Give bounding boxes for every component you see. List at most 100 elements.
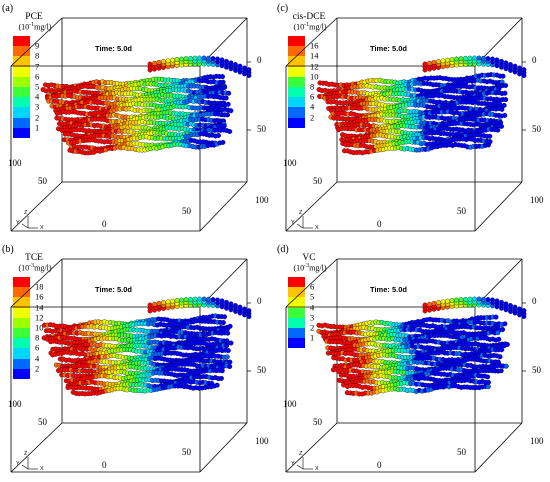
plume-node (440, 299, 446, 305)
legend-swatch (13, 66, 30, 77)
variable-name: VC (302, 253, 316, 263)
box-edge (199, 181, 248, 232)
legend-swatch (13, 97, 30, 108)
plume-node (500, 327, 506, 332)
plume-node (219, 298, 225, 304)
legend-swatch (13, 358, 30, 369)
plume-node (427, 60, 432, 66)
box-edge (10, 422, 63, 473)
box-edge (10, 181, 63, 232)
plume-node (237, 304, 243, 310)
plume-node (497, 354, 503, 360)
plume-node (224, 343, 230, 349)
plume-node (458, 56, 464, 61)
plume-node (495, 127, 501, 133)
legend-tick-label: 16 (310, 40, 319, 51)
plume-node (210, 56, 216, 61)
legend-tick-label: 18 (35, 281, 44, 292)
plume-node (165, 58, 171, 64)
plume-node (493, 314, 499, 320)
axis-tick-label: 50 (182, 447, 191, 457)
legend-swatch (288, 328, 305, 339)
plume-node (495, 330, 501, 336)
panel-label: (b) (2, 244, 14, 255)
axis-tick-label: 100 (283, 158, 297, 168)
plume-node (517, 65, 522, 71)
legend-swatch (288, 297, 305, 308)
plume-node (487, 133, 493, 139)
plume-node (449, 298, 455, 303)
plume-strand (54, 101, 231, 117)
unit-exponent: -3 (304, 263, 310, 269)
plume-node (503, 301, 509, 307)
plume-node (476, 55, 482, 61)
legend-tick-label: 4 (310, 101, 315, 112)
plume-node (170, 57, 175, 63)
plume-strand (322, 86, 502, 101)
legend-tick-label: 16 (35, 291, 44, 302)
plume-node (485, 56, 491, 61)
plume-node (458, 297, 464, 302)
axis-tick-label: 100 (255, 195, 269, 205)
panel-c: (c) cis-DCE (10-1mg/l) 16 14 12 10 8 6 4 2 Time: 5.… (275, 0, 550, 241)
plume-strand (344, 383, 491, 397)
plume-node (197, 55, 202, 61)
legend-swatch (13, 107, 30, 118)
plume-node (476, 296, 482, 302)
plume-strand (321, 324, 501, 339)
plume-node (490, 56, 495, 62)
plume-node (427, 301, 432, 307)
legend-tick-label: 8 (310, 81, 315, 92)
legend-tick-label: 2 (310, 322, 315, 333)
plume-node (201, 55, 207, 61)
plume-node (508, 303, 513, 308)
plume-node (496, 336, 502, 342)
time-label: Time: 5.0d (95, 44, 132, 53)
plume-node (501, 102, 507, 108)
plume-node (436, 300, 441, 305)
legend-tick-label: 3 (35, 101, 40, 112)
plume-node (224, 354, 230, 360)
panel-label: (c) (277, 3, 289, 14)
plume-node (436, 59, 441, 64)
panel-b: (b) TCE (10-3mg/l) 18 16 14 12 10 8 6 4 2 Time: 5.0d… (0, 241, 275, 482)
plume-node (512, 63, 518, 69)
plume-node (502, 112, 508, 118)
plume-node (242, 306, 247, 312)
axis-tick-label: 100 (530, 436, 544, 446)
plume-node (233, 62, 238, 67)
legend-swatch (13, 368, 30, 379)
legend-tick-label: 10 (310, 71, 319, 82)
plume-strand (70, 382, 220, 397)
plume-node (499, 58, 504, 64)
plume-node (161, 300, 166, 305)
plume-node (454, 297, 459, 303)
plume-strand (67, 139, 226, 156)
axis-tick-label: 100 (8, 158, 22, 168)
plume-node (502, 90, 508, 96)
unit-exponent: -1 (29, 22, 35, 28)
axis-tick-label: 0 (532, 55, 537, 65)
legend-swatch (13, 76, 30, 87)
plume-node (224, 58, 229, 64)
plume-node (220, 74, 225, 80)
legend-swatch (13, 297, 30, 308)
legend-swatch (288, 287, 305, 298)
legend-swatch (288, 277, 305, 288)
plume-node (147, 61, 153, 67)
plume-node (499, 106, 505, 112)
unit-suffix: mg/l) (309, 263, 327, 273)
plume-strand (342, 142, 491, 156)
plume-node (152, 60, 157, 66)
legend-swatch (288, 317, 305, 328)
legend-tick-label: 1 (310, 332, 315, 343)
axis-tick-label: 50 (457, 206, 466, 216)
plume-node (192, 296, 198, 302)
unit-exponent: -3 (29, 263, 35, 269)
axis-tick-label: 50 (257, 124, 266, 134)
plume-node (499, 123, 504, 129)
plume-node (225, 112, 230, 118)
legend-tick-label: 5 (310, 291, 315, 302)
legend-swatch (288, 66, 305, 77)
panel-label: (a) (2, 3, 14, 14)
